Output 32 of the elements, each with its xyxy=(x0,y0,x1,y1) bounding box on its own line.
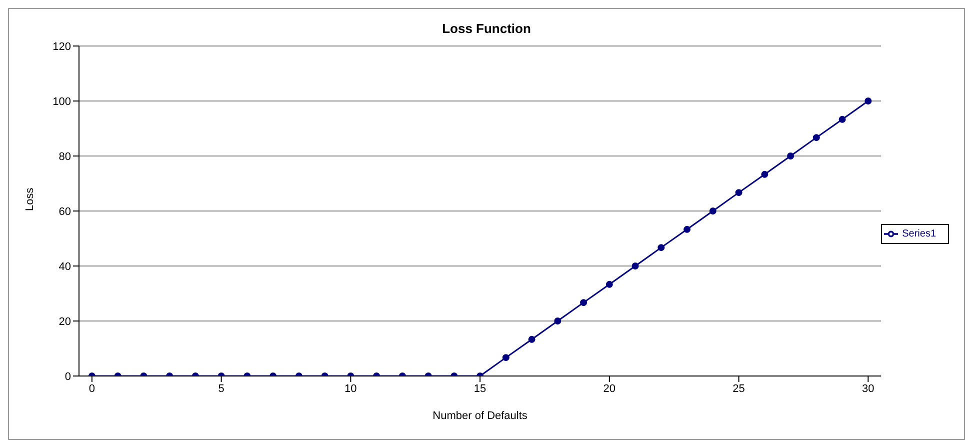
chart-title: Loss Function xyxy=(441,21,532,36)
point xyxy=(658,244,665,252)
point xyxy=(528,336,536,343)
legend-label: Series1 xyxy=(902,228,936,240)
y-tick-label: 80 xyxy=(58,150,71,163)
x-tick-label: 15 xyxy=(474,382,486,395)
y-axis-title: Loss xyxy=(24,187,36,211)
point xyxy=(709,208,716,214)
y-tick-label: 20 xyxy=(58,316,71,328)
x-tick-label: 20 xyxy=(603,382,616,395)
x-tick-label: 10 xyxy=(344,382,357,395)
point xyxy=(554,318,562,324)
point xyxy=(684,226,691,233)
y-tick-label: 120 xyxy=(52,40,71,53)
x-axis-title: Number of Defaults xyxy=(432,410,528,422)
y-tick-label: 40 xyxy=(58,260,71,273)
point xyxy=(864,98,872,104)
point xyxy=(812,134,820,142)
point xyxy=(787,152,794,160)
point xyxy=(838,116,846,123)
point xyxy=(735,189,742,196)
point xyxy=(580,299,588,306)
x-tick-label: 0 xyxy=(88,382,95,395)
point xyxy=(606,280,613,288)
y-tick-label: 100 xyxy=(52,96,71,108)
x-tick-label: 30 xyxy=(862,382,874,395)
x-tick-label: 5 xyxy=(218,382,224,395)
point xyxy=(761,170,768,178)
y-tick-label: 60 xyxy=(58,206,71,218)
x-tick-label: 25 xyxy=(732,382,745,395)
point xyxy=(632,262,639,270)
y-tick-label: 0 xyxy=(64,370,71,383)
